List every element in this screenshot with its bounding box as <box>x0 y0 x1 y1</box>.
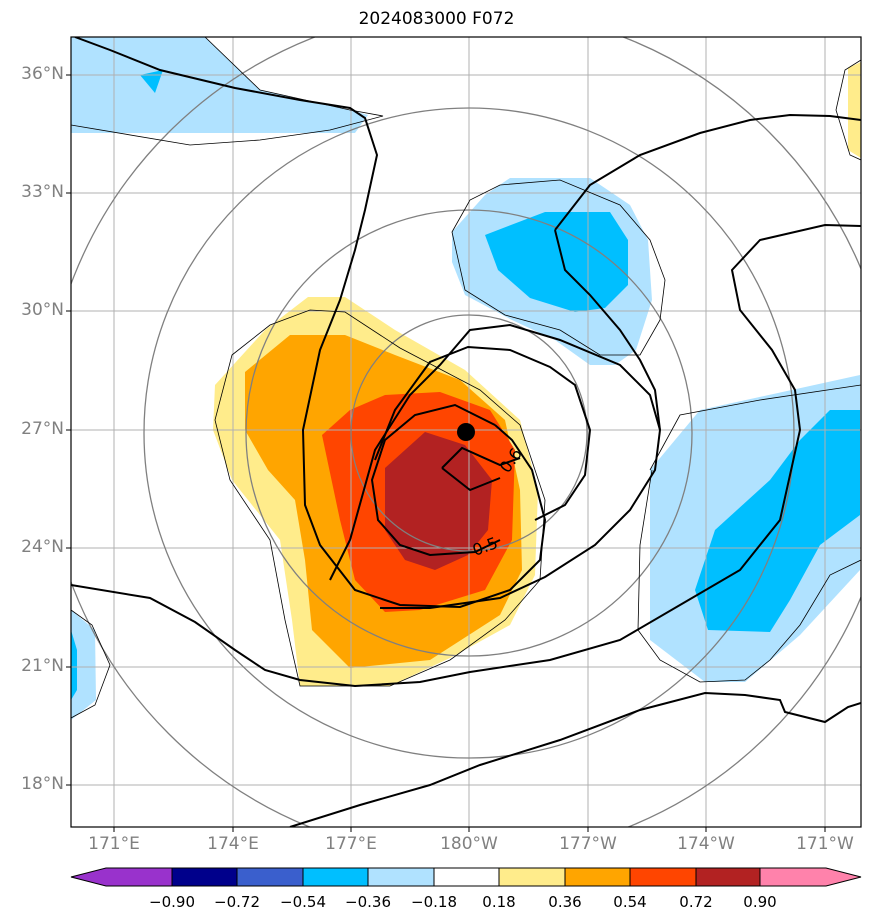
lat-label-36n: 36°N <box>21 64 64 84</box>
colorbar-tick-label: 0.36 <box>548 893 582 911</box>
thin-contours <box>71 37 861 719</box>
lon-label-174w: 174°W <box>677 834 735 854</box>
lat-label-21n: 21°N <box>21 656 64 676</box>
lat-label-30n: 30°N <box>21 300 64 320</box>
colorbar-tick-label: 0.72 <box>679 893 713 911</box>
colorbar-tick-label: −0.72 <box>214 893 260 911</box>
negative-anomaly-fill <box>71 37 861 720</box>
colorbar-tick-label: 0.90 <box>743 893 777 911</box>
colorbar <box>70 867 862 887</box>
colorbar-tick-label: −0.90 <box>149 893 195 911</box>
colorbar-extend-low <box>71 868 106 886</box>
axis-ticks <box>66 74 826 832</box>
range-rings <box>71 37 861 827</box>
lon-label-177e: 177°E <box>325 834 377 854</box>
map-frame <box>70 36 862 828</box>
lat-label-24n: 24°N <box>21 537 64 557</box>
lon-label-180w: 180°W <box>440 834 498 854</box>
lon-label-174e: 174°E <box>207 834 259 854</box>
colorbar-tick-label: −0.54 <box>280 893 326 911</box>
lon-label-171w: 171°W <box>796 834 854 854</box>
colorbar-extend-high <box>826 868 861 886</box>
lon-label-171e: 171°E <box>88 834 140 854</box>
colorbar-tick-label: 0.18 <box>482 893 516 911</box>
positive-anomaly-fill <box>213 297 538 686</box>
map-title: 2024083000 F072 <box>358 9 515 29</box>
lat-label-27n: 27°N <box>21 419 64 439</box>
lat-label-33n: 33°N <box>21 182 64 202</box>
map-plot-area: 0.6 0.5 <box>71 37 861 827</box>
lat-label-18n: 18°N <box>21 774 64 794</box>
colorbar-tick-label: 0.54 <box>613 893 647 911</box>
colorbar-tick-label: −0.18 <box>411 893 457 911</box>
colorbar-tick-label: −0.36 <box>345 893 391 911</box>
thick-contours <box>71 37 861 827</box>
storm-center-marker <box>457 423 475 441</box>
lon-label-177w: 177°W <box>559 834 617 854</box>
